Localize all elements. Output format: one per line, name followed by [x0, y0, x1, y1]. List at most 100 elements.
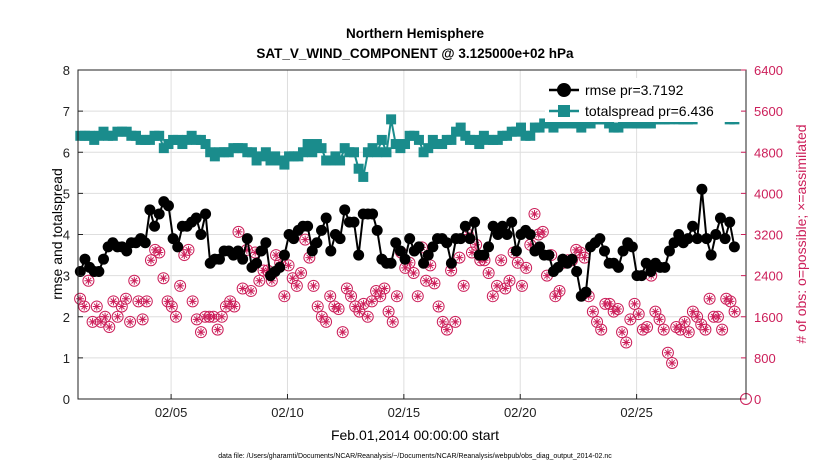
obs-point	[716, 323, 729, 336]
obs-possible-marker	[495, 254, 508, 267]
obs-point	[78, 300, 91, 313]
totalspread-point	[307, 147, 318, 158]
obs-assimilated-marker	[684, 328, 693, 337]
obs-assimilated-marker	[138, 315, 147, 324]
rmse-point	[483, 241, 495, 253]
rmse-point	[469, 216, 481, 228]
obs-point	[90, 300, 103, 313]
obs-assimilated-marker	[451, 317, 460, 326]
obs-point	[128, 274, 141, 287]
obs-point	[124, 315, 137, 328]
obs-possible-marker	[595, 323, 608, 336]
obs-possible-marker	[174, 279, 187, 292]
obs-assimilated-marker	[126, 317, 135, 326]
obs-possible-marker	[307, 279, 320, 292]
obs-assimilated-marker	[497, 256, 506, 265]
obs-point	[620, 336, 633, 349]
totalspread-point	[279, 159, 290, 170]
obs-assimilated-marker	[534, 230, 543, 239]
obs-assimilated-marker	[105, 323, 114, 332]
obs-assimilated-marker	[618, 328, 627, 337]
obs-assimilated-marker	[376, 292, 385, 301]
obs-possible-marker	[691, 310, 704, 323]
obs-assimilated-marker	[155, 248, 164, 257]
obs-point	[107, 295, 120, 308]
obs-point	[661, 346, 674, 359]
obs-assimilated-marker	[163, 297, 172, 306]
chart-title-line-2: SAT_V_WIND_COMPONENT @ 3.125000e+02 hPa	[256, 46, 574, 61]
obs-possible-marker	[140, 295, 153, 308]
obs-assimilated-marker	[572, 245, 581, 254]
obs-assimilated-marker	[76, 294, 85, 303]
y-right-tick-label: 0	[754, 392, 761, 407]
obs-assimilated-marker	[555, 287, 564, 296]
obs-assimilated-marker	[384, 307, 393, 316]
obs-point	[703, 292, 716, 305]
x-axis-label: Feb.01,2014 00:00:00 start	[331, 427, 499, 443]
obs-point	[528, 207, 541, 220]
obs-assimilated-marker	[501, 284, 510, 293]
obs-point	[649, 305, 662, 318]
obs-assimilated-marker	[551, 292, 560, 301]
rmse-point	[640, 257, 652, 269]
obs-point	[311, 300, 324, 313]
obs-possible-marker	[228, 300, 241, 313]
obs-possible-marker	[436, 315, 449, 328]
obs-assimilated-marker	[459, 281, 468, 290]
obs-assimilated-marker	[255, 276, 264, 285]
rmse-point	[445, 257, 457, 269]
rmse-point	[172, 241, 184, 253]
obs-possible-marker	[520, 261, 533, 274]
y-right-tick-label: 5600	[754, 104, 783, 119]
rmse-point	[162, 200, 174, 212]
rmse-point	[663, 245, 675, 257]
y-axis-label-right: # of obs: o=possible; ×=assimilated	[793, 124, 809, 343]
rmse-point	[121, 245, 133, 257]
rmse-point	[636, 270, 648, 282]
obs-assimilated-marker	[184, 245, 193, 254]
obs-possible-marker	[82, 274, 95, 287]
obs-point	[324, 290, 337, 303]
obs-point	[340, 282, 353, 295]
obs-point	[499, 282, 512, 295]
rmse-series	[74, 183, 740, 302]
obs-possible-marker	[528, 207, 541, 220]
obs-assimilated-marker	[447, 266, 456, 275]
totalspread-point	[372, 147, 383, 158]
rmse-point	[719, 233, 731, 245]
y-right-tick-label: 1600	[754, 310, 783, 325]
obs-assimilated-marker	[522, 263, 531, 272]
obs-assimilated-marker	[230, 302, 239, 311]
obs-assimilated-marker	[672, 323, 681, 332]
y-right-tick-label: 2400	[754, 269, 783, 284]
obs-assimilated-marker	[668, 359, 677, 368]
obs-point	[232, 225, 245, 238]
rmse-point	[459, 220, 471, 232]
obs-assimilated-marker	[338, 328, 347, 337]
totalspread-point	[386, 114, 397, 125]
obs-possible-marker	[586, 305, 599, 318]
totalspread-point	[260, 147, 271, 158]
rmse-point	[334, 233, 346, 245]
obs-assimilated-marker	[517, 281, 526, 290]
obs-assimilated-marker	[142, 297, 151, 306]
obs-assimilated-marker	[201, 312, 210, 321]
obs-point	[586, 305, 599, 318]
obs-possible-marker	[361, 310, 374, 323]
rmse-point	[167, 233, 179, 245]
obs-possible-marker	[666, 357, 679, 370]
obs-assimilated-marker	[288, 274, 297, 283]
obs-possible-marker	[440, 323, 453, 336]
rmse-point	[200, 208, 212, 220]
rmse-point	[213, 253, 225, 265]
obs-possible-marker	[678, 315, 691, 328]
obs-possible-marker	[382, 305, 395, 318]
obs-assimilated-marker	[363, 312, 372, 321]
obs-assimilated-marker	[718, 325, 727, 334]
obs-possible-marker	[153, 246, 166, 259]
obs-assimilated-marker	[292, 281, 301, 290]
obs-possible-marker	[661, 346, 674, 359]
obs-assimilated-marker	[317, 312, 326, 321]
y-left-tick-label: 4	[63, 228, 70, 243]
obs-assimilated-marker	[284, 261, 293, 270]
